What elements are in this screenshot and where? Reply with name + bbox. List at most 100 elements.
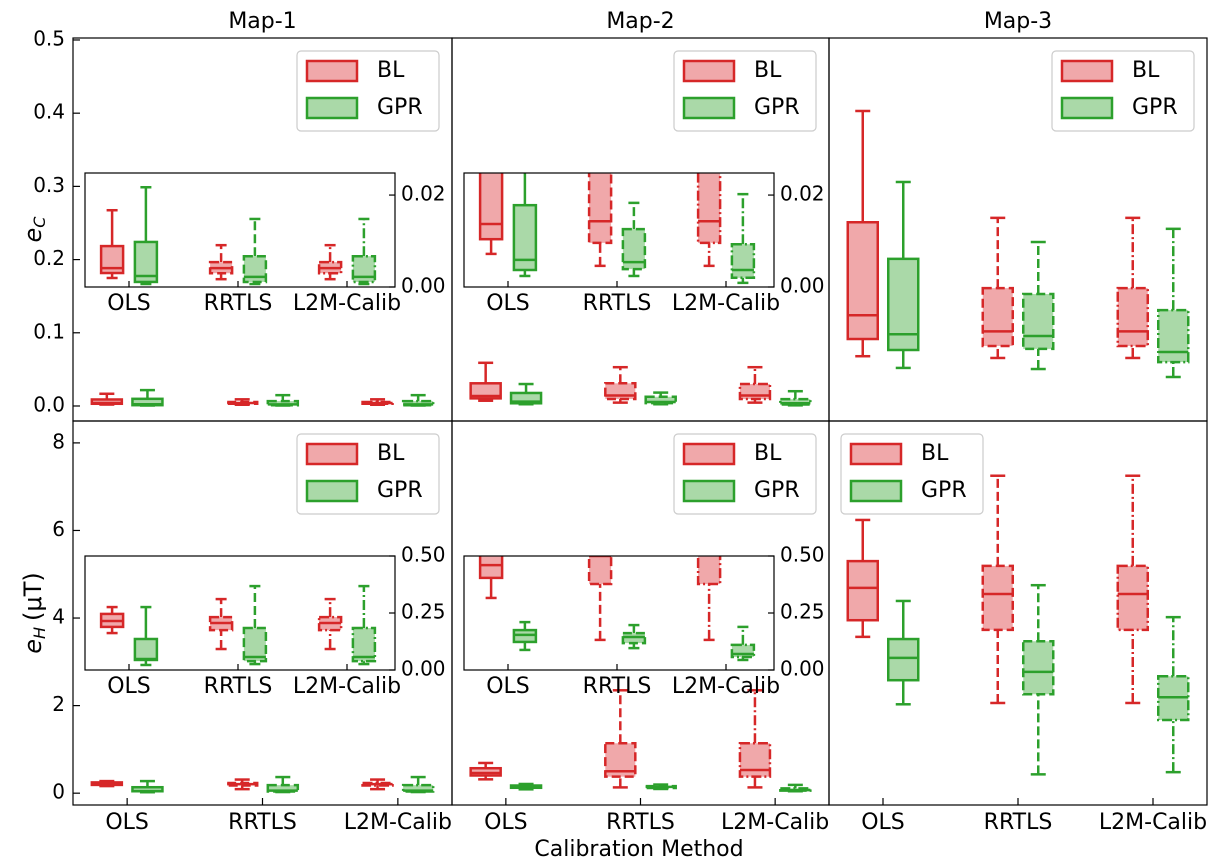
y-tick-label: 0.3 [33,173,65,197]
box [887,257,920,352]
inset-frame [463,172,775,288]
legend: BL GPR [1051,50,1195,132]
box [512,203,538,272]
y-tick-label: 0.4 [33,100,65,124]
inset-x-tick-label: OLS [107,291,151,316]
y-label-base: e [19,228,47,243]
box [1116,286,1149,348]
box [242,254,268,284]
y-tick-label: 0.0 [33,392,65,416]
legend-label: BL [754,58,782,83]
box [696,556,722,586]
box [99,244,125,275]
inset-y-tick-label: 0.25 [401,600,446,624]
legend-swatch [849,479,903,503]
inset-background [85,556,395,670]
panel-title: Map-2 [606,9,674,34]
inset-x-tick-label: RRTLS [583,291,652,316]
inset-x-tick-label: L2M-Calib [672,674,780,699]
y-tick-label: 0.1 [33,319,65,343]
box [981,286,1014,348]
box [621,227,647,271]
legend-label: GPR [377,478,423,503]
box [133,240,159,284]
legend-swatch [682,96,736,120]
y-axis-label: eH (μT) [19,572,49,653]
inset-x-tick-label: L2M-Calib [293,291,401,316]
panel-title: Map-1 [228,9,296,34]
box [242,626,268,663]
y-tick-label: 0 [52,780,65,804]
inset-y-tick-label: 0.50 [401,543,446,567]
box [846,221,879,341]
plot-area [90,388,435,407]
inset-x-tick-label: OLS [486,674,530,699]
legend-swatch [682,442,736,466]
box [587,173,613,245]
plot-area [846,474,1190,776]
box [401,783,435,793]
legend-swatch [682,59,736,83]
inset-x-tick-label: RRTLS [204,291,273,316]
box [351,254,377,284]
panel-title: Map-3 [984,9,1052,34]
inset-y-tick-label: 0.50 [780,543,825,567]
inset-y-tick-label: 0.25 [780,600,825,624]
inset-frame [84,172,396,288]
box [509,391,543,405]
legend-label: BL [377,58,405,83]
y-tick-label: 8 [52,429,65,453]
legend-label: GPR [921,478,967,503]
plot-area [469,689,812,793]
box [1116,564,1149,632]
box [696,173,722,245]
box [644,395,677,405]
inset-plot-area [99,584,377,667]
box [351,626,377,663]
y-label-sub: C [30,216,49,228]
legend-label: GPR [1132,95,1178,120]
legend-swatch [1060,59,1114,83]
x-tick-label: L2M-Calib [721,810,829,835]
inset-y-tick-label: 0.02 [401,182,446,206]
inset-y-tick-label: 0.00 [780,657,825,681]
x-tick-label: RRTLS [606,810,675,835]
x-tick-label: L2M-Calib [344,810,452,835]
inset-x-tick-label: L2M-Calib [293,674,401,699]
y-tick-label: 0.2 [33,246,65,270]
inset-y-tick-label: 0.00 [401,657,446,681]
y-tick-label: 0.5 [33,26,65,50]
box [469,382,502,400]
box [587,556,613,586]
x-tick-label: OLS [861,810,905,835]
inset-plot-area [478,556,756,662]
legend-swatch [849,442,903,466]
box [730,243,756,280]
x-tick-label: OLS [105,810,149,835]
legend-label: BL [921,441,949,466]
inset-background [464,173,774,287]
legend: BL GPR [296,50,440,132]
inset-plot-area [99,186,377,286]
legend: BL GPR [840,433,984,515]
legend-swatch [305,96,359,120]
box [981,564,1014,632]
box [266,783,300,793]
y-tick-label: 2 [52,692,65,716]
plot-area [469,361,812,407]
box [133,637,159,662]
x-tick-label: L2M-Calib [1099,810,1207,835]
x-tick-label: RRTLS [228,810,297,835]
box [846,559,879,622]
legend-swatch [305,479,359,503]
y-label-unit: (μT) [19,572,47,621]
y-axis-label: eC [19,216,49,243]
y-tick-label: 4 [52,605,65,629]
inset-background [464,556,774,670]
inset-x-tick-label: OLS [107,674,151,699]
legend-label: GPR [377,95,423,120]
legend-label: GPR [754,95,800,120]
inset-background [85,173,395,287]
x-tick-label: RRTLS [984,810,1053,835]
legend-label: BL [377,441,405,466]
